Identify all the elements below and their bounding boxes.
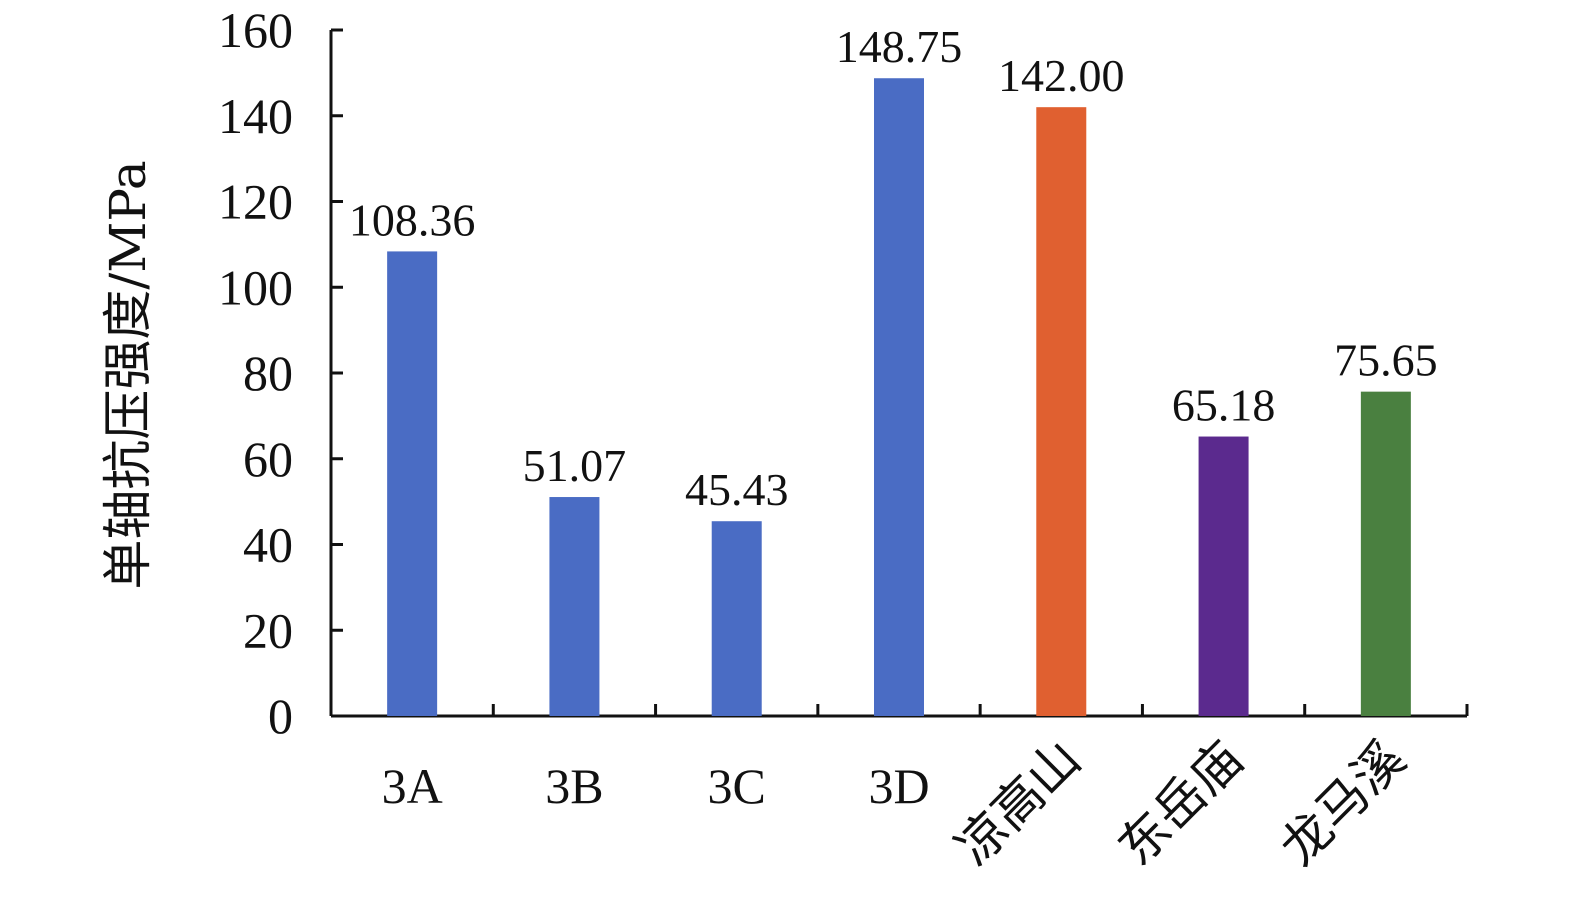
y-tick-label-1: 20 <box>243 602 293 658</box>
bar-5 <box>1198 436 1249 716</box>
category-label-0: 3A <box>382 758 443 814</box>
y-tick-label-8: 160 <box>218 2 293 58</box>
y-tick-label-0: 0 <box>268 688 293 744</box>
y-tick-label-6: 120 <box>218 174 293 230</box>
x-axis-ticks <box>491 704 1469 716</box>
category-label-4: 凉高山 <box>945 730 1091 876</box>
category-label-5: 东岳庙 <box>1108 730 1254 876</box>
bar-3 <box>874 78 924 716</box>
bar-4 <box>1036 107 1087 717</box>
y-tick-label-4: 80 <box>243 345 293 401</box>
data-label-2: 45.43 <box>685 464 789 515</box>
data-label-4: 142.00 <box>998 50 1125 101</box>
data-label-6: 75.65 <box>1334 335 1438 386</box>
y-tick-label-3: 60 <box>243 431 293 487</box>
y-tick-label-2: 40 <box>243 517 293 573</box>
data-label-5: 65.18 <box>1172 380 1276 431</box>
category-label-6: 龙马溪 <box>1270 730 1416 876</box>
data-label-1: 51.07 <box>523 440 627 491</box>
category-labels: 3A 3B 3C 3D 凉高山 东岳庙 龙马溪 <box>382 730 1416 876</box>
category-label-2: 3C <box>708 758 766 814</box>
bar-6 <box>1360 391 1411 716</box>
data-labels: 108.36 51.07 45.43 148.75 142.00 65.18 75.65 <box>349 21 1438 515</box>
bar-2 <box>711 521 762 716</box>
y-tick-label-5: 100 <box>218 259 293 315</box>
y-tick-label-7: 140 <box>218 88 293 144</box>
y-axis-title: 单轴抗压强度/MPa <box>99 160 157 589</box>
bar-0 <box>387 251 438 716</box>
category-label-3: 3D <box>868 758 929 814</box>
data-label-3: 148.75 <box>836 21 963 72</box>
bar-1 <box>549 497 600 716</box>
y-axis-ticks: 0 20 40 60 80 100 120 140 160 <box>218 2 343 744</box>
category-label-1: 3B <box>545 758 603 814</box>
bars <box>387 78 1411 717</box>
data-label-0: 108.36 <box>349 194 476 245</box>
